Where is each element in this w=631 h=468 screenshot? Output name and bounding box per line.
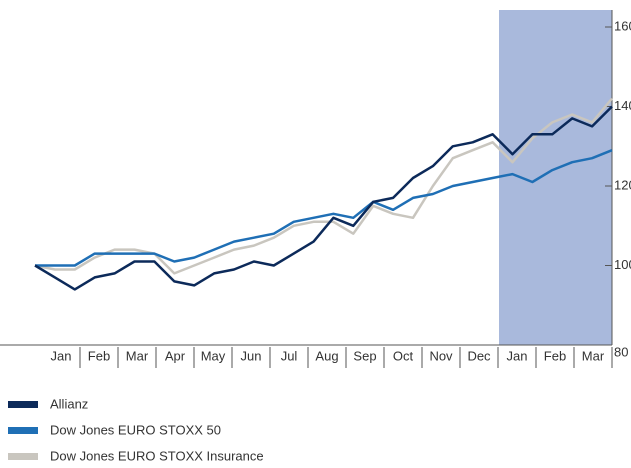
y-tick-label: 100: [614, 257, 631, 272]
x-tick-label: Jul: [281, 348, 298, 363]
x-tick-label: Feb: [88, 348, 110, 363]
highlight-band: [499, 10, 612, 345]
x-tick-label: Jan: [51, 348, 72, 363]
legend-swatch: [8, 453, 38, 460]
series-line: [35, 149, 613, 267]
x-tick-label: Feb: [544, 348, 566, 363]
y-tick-label: 140: [614, 98, 631, 113]
x-tick-label: Nov: [429, 348, 453, 363]
x-tick-label: Mar: [582, 348, 605, 363]
x-tick-label: Apr: [165, 348, 186, 363]
y-tick-label: 80: [614, 344, 628, 359]
x-tick-label: Oct: [393, 348, 414, 363]
legend-swatch: [8, 427, 38, 434]
x-tick-label: Jan: [507, 348, 528, 363]
x-tick-label: Aug: [315, 348, 338, 363]
y-tick-label: 120: [614, 177, 631, 192]
y-tick-label: 160: [614, 18, 631, 33]
legend-label: Allianz: [50, 396, 88, 411]
legend-label: Dow Jones EURO STOXX 50: [50, 422, 221, 437]
series-line: [34, 105, 613, 291]
x-tick-label: May: [201, 348, 226, 363]
x-tick-label: Jun: [241, 348, 262, 363]
x-tick-label: Mar: [126, 348, 149, 363]
legend-label: Dow Jones EURO STOXX Insurance: [50, 448, 264, 463]
legend-swatch: [8, 401, 38, 408]
x-tick-label: Dec: [467, 348, 491, 363]
series-line: [34, 97, 613, 275]
x-tick-label: Sep: [353, 348, 376, 363]
